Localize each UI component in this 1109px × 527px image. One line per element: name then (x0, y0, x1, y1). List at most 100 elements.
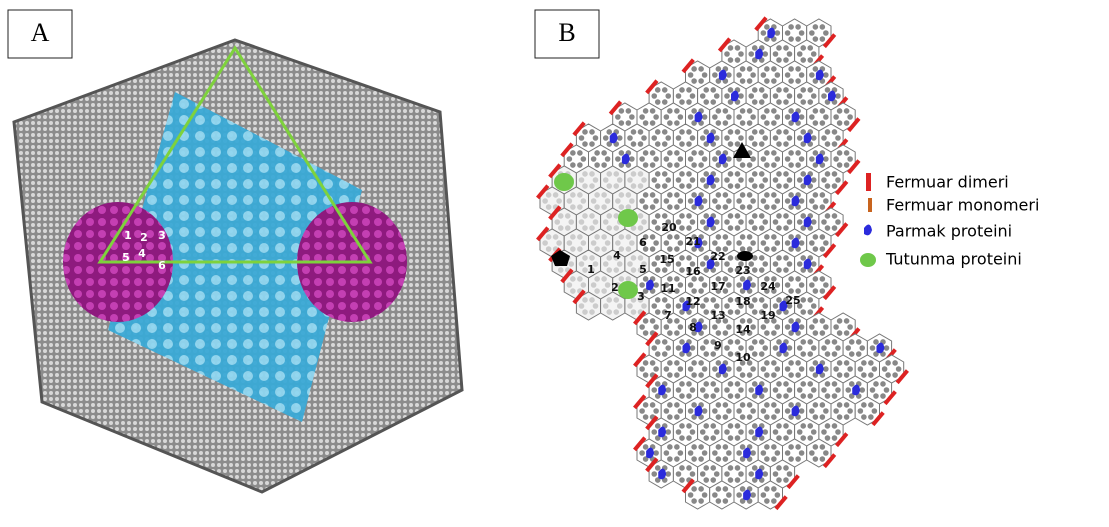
subunit (674, 150, 680, 156)
subunit (631, 141, 637, 147)
subunit (813, 204, 819, 210)
subunit (601, 234, 607, 240)
subunit (617, 177, 623, 183)
subunit (747, 414, 753, 420)
subunit (728, 183, 734, 189)
subunit (679, 213, 685, 219)
subunit (771, 78, 777, 84)
legend-text: Fermuar dimeri (886, 173, 1009, 192)
subunit (813, 330, 819, 336)
subunit (868, 360, 874, 366)
subunit (800, 381, 806, 387)
subunit (776, 267, 782, 273)
subunit (811, 261, 817, 267)
subunit (872, 408, 878, 414)
subunit (679, 171, 685, 177)
subunit (679, 297, 685, 303)
subunit (740, 66, 746, 72)
subunit (619, 120, 625, 126)
subunit (736, 366, 742, 372)
subunit (813, 402, 819, 408)
subunit (844, 372, 850, 378)
subunit (678, 450, 684, 456)
subunit (833, 408, 839, 414)
subunit (667, 192, 673, 198)
subunit (710, 87, 716, 93)
subunit (567, 240, 573, 246)
subunit (837, 360, 843, 366)
subunit (776, 297, 782, 303)
subunit (783, 183, 789, 189)
subunit (799, 114, 805, 120)
subunit (631, 171, 637, 177)
subunit (686, 435, 692, 441)
tile-number: 21 (685, 235, 700, 248)
subunit (872, 366, 878, 372)
subunit (847, 366, 853, 372)
subunit (795, 150, 801, 156)
subunit (686, 213, 692, 219)
subunit (674, 108, 680, 114)
subunit (761, 450, 767, 456)
subunit (703, 351, 709, 357)
subunit (773, 93, 779, 99)
subunit (679, 87, 685, 93)
subunit (698, 78, 704, 84)
subunit (691, 108, 697, 114)
tile-number: 3 (637, 290, 645, 303)
subunit (775, 450, 781, 456)
subunit (759, 297, 765, 303)
subunit (686, 99, 692, 105)
subunit (698, 162, 704, 168)
subunit (723, 414, 729, 420)
subunit (809, 72, 815, 78)
subunit (674, 330, 680, 336)
subunit (799, 366, 805, 372)
subunit (579, 219, 585, 225)
subunit (752, 309, 758, 315)
subunit (716, 402, 722, 408)
subunit (591, 156, 597, 162)
subunit (844, 414, 850, 420)
subunit (728, 339, 734, 345)
subunit (809, 366, 815, 372)
subunit (762, 261, 768, 267)
subunit (676, 345, 682, 351)
subunit (764, 204, 770, 210)
subunit (716, 66, 722, 72)
subunit (688, 198, 694, 204)
subunit (698, 456, 704, 462)
tile-number: 1 (587, 263, 595, 276)
tail-protein (618, 209, 638, 227)
subunit (716, 486, 722, 492)
subunit (811, 93, 817, 99)
subunit (653, 366, 659, 372)
subunit (759, 141, 765, 147)
subunit (582, 171, 588, 177)
subunit (785, 198, 791, 204)
panel-label: B (558, 18, 575, 47)
subunit (820, 288, 826, 294)
subunit (764, 498, 770, 504)
subunit (800, 57, 806, 63)
subunit (771, 444, 777, 450)
subunit (776, 225, 782, 231)
subunit (570, 150, 576, 156)
subunit (773, 303, 779, 309)
subunit (844, 402, 850, 408)
subunit (724, 219, 730, 225)
subunit (655, 339, 661, 345)
subunit (740, 78, 746, 84)
subunit (724, 93, 730, 99)
subunit (582, 309, 588, 315)
subunit (776, 141, 782, 147)
subunit (762, 345, 768, 351)
subunit (651, 345, 657, 351)
subunit (691, 456, 697, 462)
subunit (653, 324, 659, 330)
subunit (759, 171, 765, 177)
tile-number: 8 (689, 321, 697, 334)
subunit (735, 339, 741, 345)
subunit (807, 351, 813, 357)
subunit (664, 240, 670, 246)
